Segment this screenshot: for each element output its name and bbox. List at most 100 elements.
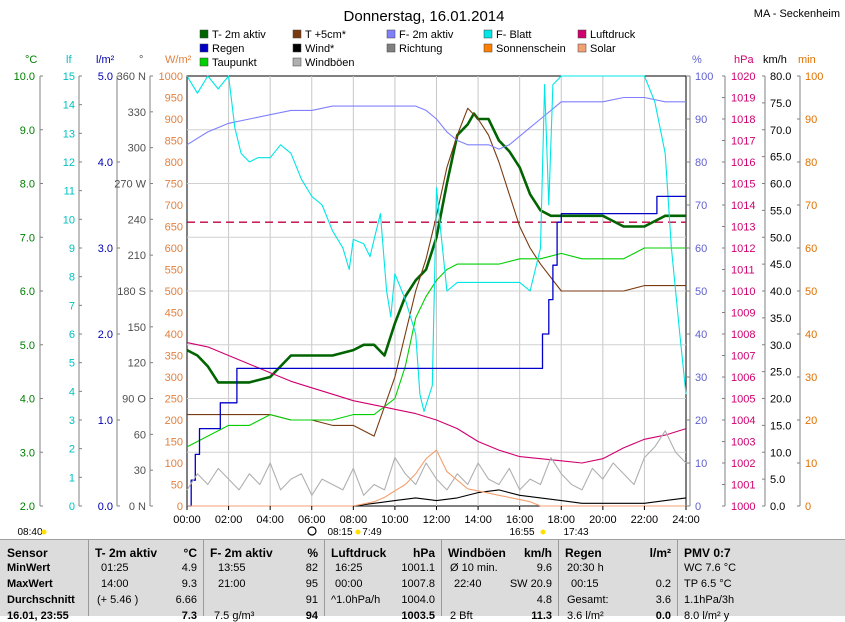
axis-tick-label: 1: [69, 472, 75, 484]
axis-unit: °: [139, 54, 143, 66]
axis-tick-label: 50.0: [770, 232, 791, 244]
legend-swatch: [386, 29, 396, 39]
axis-tick-label: 1016: [731, 157, 755, 169]
axis-unit: km/h: [763, 54, 787, 66]
row-label: MaxWert: [7, 578, 53, 590]
cell-value: 4.8: [536, 594, 552, 606]
axis-tick-label: 0.0: [770, 501, 785, 513]
col-header: PMV 0:7: [684, 546, 731, 560]
x-tick-label: 04:00: [256, 514, 284, 526]
axis-tick-label: 850: [165, 136, 183, 148]
axis-tick-label: 6: [69, 329, 75, 341]
axis-tick-label: 20: [695, 415, 707, 427]
axis-tick-label: 1000: [731, 501, 755, 513]
sunrise-icon: [355, 529, 361, 535]
axis-tick-label: 210: [128, 250, 146, 262]
cell-value: SW 20.9: [509, 578, 552, 590]
axis-tick-label: 2.0: [98, 329, 113, 341]
dawn-time: 08:40: [17, 527, 42, 538]
cell-time: Ø 10 min.: [450, 562, 498, 574]
axis-tick-label: 100: [805, 71, 823, 83]
cell-value: 1004.0: [401, 594, 435, 606]
legend-label: Solar: [590, 43, 616, 55]
axis-tick-label: 70: [805, 200, 817, 212]
cell-time: 7.5 g/m³: [214, 610, 255, 622]
x-tick-label: 08:00: [340, 514, 368, 526]
col-header: Windböen: [448, 546, 506, 560]
axis-tick-label: 9.0: [20, 125, 35, 137]
legend-label: Taupunkt: [212, 57, 257, 69]
axis-tick-label: 12: [63, 157, 75, 169]
col-header: Sensor: [7, 546, 48, 560]
axis-tick-label: 20.0: [770, 394, 791, 406]
legend-swatch: [483, 43, 493, 53]
axis-tick-label: 1004: [731, 415, 755, 427]
cell-time: ^1.0hPa/h: [331, 594, 381, 606]
legend-label: Sonnenschein: [496, 43, 566, 55]
axis-tick-label: 4.0: [20, 394, 35, 406]
axis-tick-label: 750: [165, 179, 183, 191]
legend-label: T +5cm*: [305, 29, 347, 41]
axis-unit: °C: [25, 54, 37, 66]
cell-time: Gesamt:: [567, 594, 609, 606]
axis-tick-label: 300: [165, 372, 183, 384]
x-tick-label: 18:00: [547, 514, 575, 526]
axis-tick-label: 1.0: [98, 415, 113, 427]
pmv-row: 8.0 l/m² y: [684, 610, 730, 622]
series-line: [186, 112, 686, 384]
summary-table: Sensor MinWert MaxWert Durchschnitt 16.0…: [0, 539, 845, 622]
cell-time: 01:25: [101, 562, 129, 574]
axis-tick-label: 10.0: [14, 71, 35, 83]
series-line: [186, 430, 687, 496]
series-line: [187, 449, 686, 507]
axis-tick-label: 10: [805, 458, 817, 470]
axis-unit: lf: [66, 54, 72, 66]
axis-tick-label: 8.0: [20, 179, 35, 191]
axis-tick-label: 40: [805, 329, 817, 341]
axis-unit: min: [798, 54, 816, 66]
axis-tick-label: 14: [63, 100, 75, 112]
axis-tick-label: 0: [69, 501, 75, 513]
axis-tick-label: 3: [69, 415, 75, 427]
axis-tick-label: 5.0: [20, 340, 35, 352]
axis-tick-label: 3.0: [20, 447, 35, 459]
legend-label: T- 2m aktiv: [212, 29, 266, 41]
axis-tick-label: 6.0: [20, 286, 35, 298]
axis-tick-label: 200: [165, 415, 183, 427]
col-unit: hPa: [412, 546, 435, 560]
col-header: Luftdruck: [331, 546, 387, 560]
series-line: [186, 96, 686, 150]
axis-tick-label: 5.0: [770, 474, 785, 486]
axis-tick-label: 600: [165, 243, 183, 255]
cell-value: 95: [305, 578, 318, 590]
axis-tick-label: 1013: [731, 222, 755, 234]
x-tick-label: 10:00: [381, 514, 409, 526]
axis-tick-label: 90 O: [122, 394, 146, 406]
axis-tick-label: 450: [165, 308, 183, 320]
axis-tick-label: 9: [69, 243, 75, 255]
cell-time: (+ 5.46 ): [97, 594, 139, 606]
axis-tick-label: 7.0: [20, 232, 35, 244]
axis-tick-label: 30: [695, 372, 707, 384]
axis-tick-label: 45.0: [770, 259, 791, 271]
axis-tick-label: 270 W: [114, 179, 146, 191]
x-axis: 00:00 02:00 04:00 06:00 08:00 10:00 12:00 14:00…: [173, 506, 700, 526]
axis-unit: %: [692, 54, 702, 66]
legend-swatch: [292, 43, 302, 53]
axis-tick-label: 1001: [731, 480, 755, 492]
col-unit: %: [307, 546, 318, 560]
axis-tick-label: 0.0: [98, 501, 113, 513]
axis-tick-label: 1014: [731, 200, 755, 212]
series-line: [187, 195, 686, 507]
axis-tick-label: 25.0: [770, 367, 791, 379]
chart-title: Donnerstag, 16.01.2014: [344, 8, 505, 25]
legend-swatch: [292, 29, 302, 39]
axis-tick-label: 100: [165, 458, 183, 470]
axis-tick-label: 10.0: [770, 447, 791, 459]
axis-tick-label: 2.0: [20, 501, 35, 513]
cell-value: 4.9: [181, 562, 197, 574]
cell-value: 6.66: [175, 594, 197, 606]
legend-swatch: [386, 43, 396, 53]
axis-tick-label: 10: [695, 458, 707, 470]
legend-swatch: [577, 29, 587, 39]
